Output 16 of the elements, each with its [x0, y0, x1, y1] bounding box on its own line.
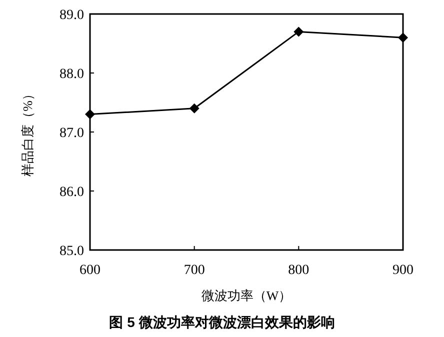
x-tick-label: 900	[392, 263, 414, 278]
x-tick-label: 700	[184, 263, 205, 278]
y-axis-title: 样品白度（%）	[20, 88, 35, 176]
x-tick-label: 600	[80, 263, 100, 278]
y-tick-label: 86.0	[60, 185, 84, 200]
point	[294, 26, 304, 37]
point	[398, 32, 408, 43]
x-axis-title: 微波功率（W）	[201, 288, 292, 303]
x-tick-label: 800	[288, 263, 310, 278]
point	[189, 103, 200, 114]
caption: 图 5 微波功率对微波漂白效果的影响	[109, 314, 335, 330]
y-tick-label: 87.0	[60, 126, 84, 141]
point	[85, 109, 95, 120]
y-tick-label: 89.0	[60, 8, 84, 23]
y-tick-label: 85.0	[60, 244, 84, 259]
y-tick-label: 88.0	[60, 67, 84, 82]
